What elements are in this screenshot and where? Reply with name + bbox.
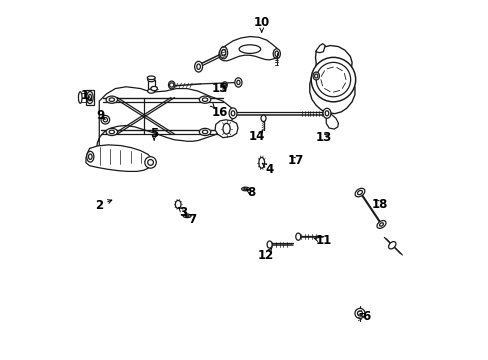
Text: 14: 14 (248, 130, 264, 144)
Polygon shape (147, 80, 155, 91)
Polygon shape (86, 90, 94, 105)
Ellipse shape (241, 187, 249, 191)
Text: 2: 2 (95, 199, 103, 212)
Ellipse shape (236, 80, 240, 85)
Ellipse shape (183, 214, 191, 218)
Ellipse shape (88, 154, 92, 159)
Ellipse shape (234, 78, 242, 87)
Circle shape (354, 309, 364, 319)
Text: 11: 11 (315, 234, 331, 247)
Ellipse shape (325, 111, 328, 116)
Ellipse shape (376, 221, 385, 228)
Ellipse shape (175, 201, 181, 208)
Ellipse shape (88, 94, 91, 101)
Ellipse shape (109, 98, 114, 102)
Ellipse shape (261, 115, 265, 122)
Circle shape (223, 83, 226, 87)
Ellipse shape (147, 77, 155, 82)
Circle shape (310, 57, 355, 102)
Ellipse shape (323, 108, 330, 118)
Ellipse shape (388, 242, 395, 249)
Text: 3: 3 (179, 206, 187, 219)
Circle shape (101, 116, 109, 124)
Ellipse shape (106, 129, 117, 135)
Polygon shape (315, 44, 325, 53)
Ellipse shape (151, 86, 157, 91)
Ellipse shape (185, 215, 188, 217)
Ellipse shape (354, 188, 364, 197)
Ellipse shape (86, 151, 94, 162)
Ellipse shape (168, 81, 175, 89)
Ellipse shape (221, 49, 225, 56)
Ellipse shape (244, 188, 247, 190)
Polygon shape (309, 45, 354, 114)
Polygon shape (325, 114, 338, 129)
Ellipse shape (202, 130, 207, 134)
Ellipse shape (219, 46, 227, 59)
Ellipse shape (273, 49, 280, 59)
Ellipse shape (196, 64, 200, 69)
Ellipse shape (147, 76, 155, 80)
Circle shape (144, 157, 156, 168)
Text: 15: 15 (211, 82, 228, 95)
Polygon shape (218, 37, 278, 61)
Text: 18: 18 (371, 198, 387, 211)
Text: 12: 12 (257, 249, 274, 262)
Polygon shape (86, 145, 152, 171)
Ellipse shape (228, 108, 237, 119)
Text: 10: 10 (253, 16, 269, 29)
Text: 1: 1 (81, 89, 89, 102)
Circle shape (103, 118, 107, 122)
Text: 17: 17 (287, 154, 303, 167)
Ellipse shape (147, 89, 155, 93)
Ellipse shape (312, 72, 319, 80)
Circle shape (316, 62, 350, 97)
Ellipse shape (314, 74, 317, 78)
Ellipse shape (379, 223, 383, 226)
Ellipse shape (194, 61, 202, 72)
Ellipse shape (78, 92, 82, 103)
Polygon shape (215, 120, 238, 138)
Ellipse shape (258, 157, 264, 168)
Ellipse shape (109, 130, 114, 134)
Ellipse shape (295, 233, 300, 240)
Text: 6: 6 (362, 310, 370, 323)
Ellipse shape (106, 96, 117, 103)
Circle shape (169, 83, 174, 87)
Circle shape (357, 311, 362, 316)
Ellipse shape (357, 190, 362, 195)
Ellipse shape (274, 51, 278, 57)
Ellipse shape (199, 129, 210, 135)
Text: 5: 5 (150, 127, 158, 140)
Ellipse shape (223, 123, 230, 134)
Text: 13: 13 (315, 131, 331, 144)
Text: 8: 8 (247, 186, 255, 199)
Ellipse shape (222, 82, 227, 88)
Ellipse shape (202, 98, 207, 102)
Ellipse shape (199, 96, 210, 103)
Ellipse shape (86, 91, 93, 104)
Text: 9: 9 (96, 109, 104, 122)
Ellipse shape (266, 241, 271, 248)
Text: 4: 4 (265, 163, 273, 176)
Ellipse shape (231, 111, 234, 116)
Text: 7: 7 (188, 213, 196, 226)
Polygon shape (97, 87, 233, 163)
Circle shape (147, 159, 153, 165)
Ellipse shape (239, 45, 260, 53)
Text: 16: 16 (211, 106, 227, 119)
